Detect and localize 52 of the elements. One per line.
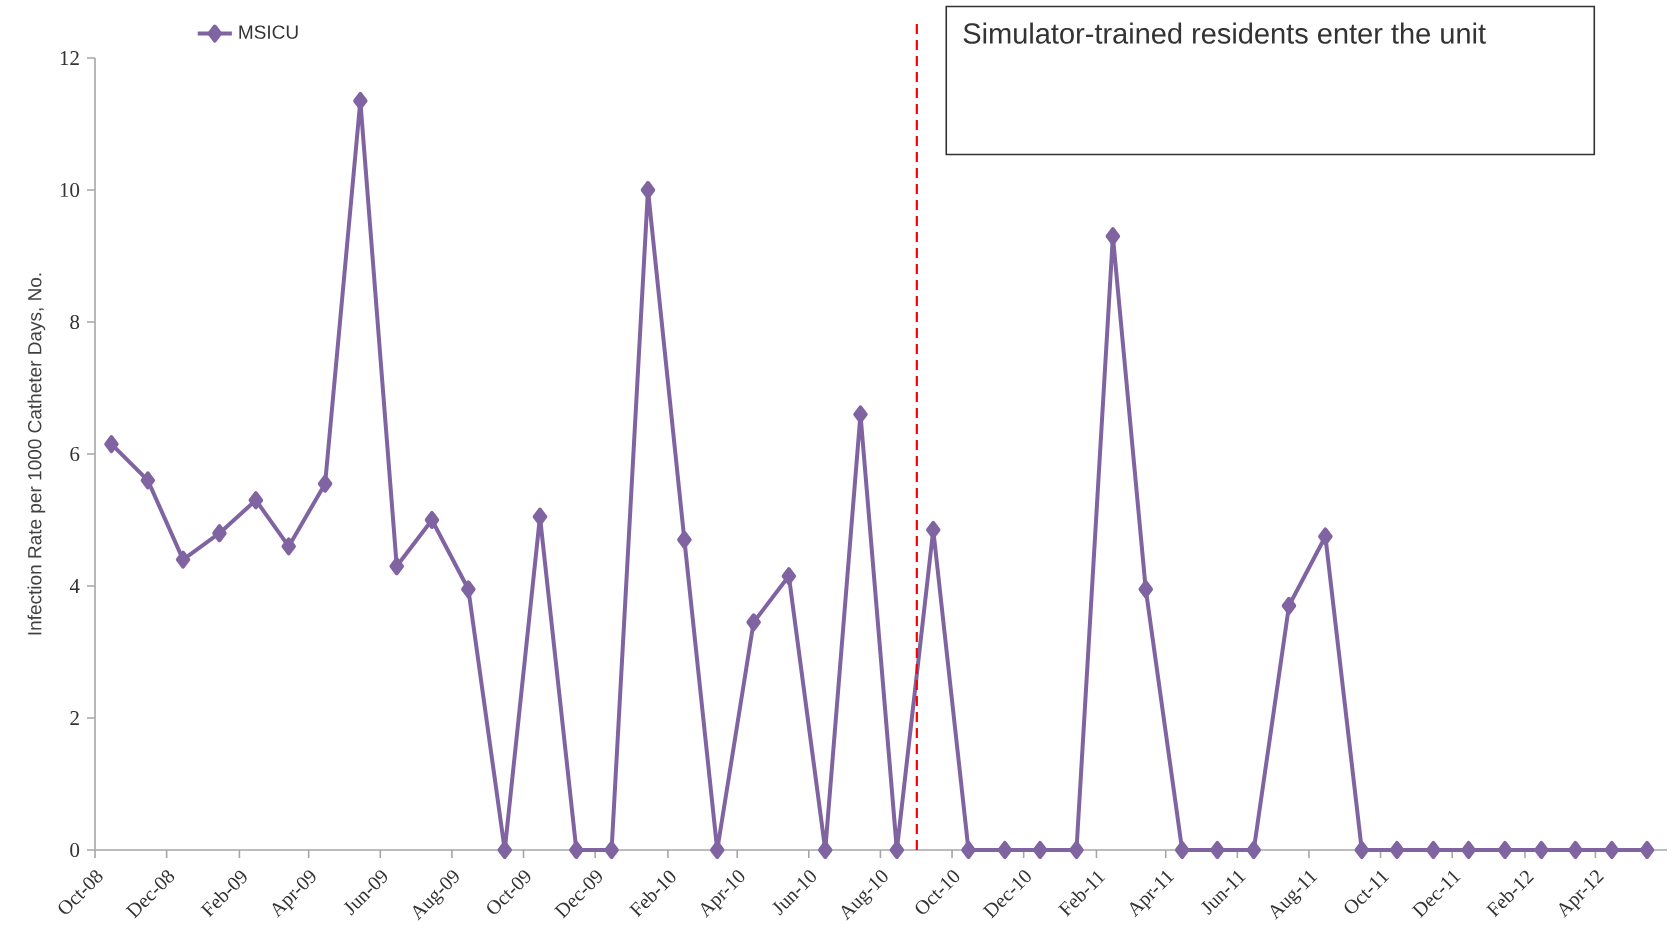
point [140,471,156,490]
point [1639,840,1655,859]
point [424,510,440,529]
point [1281,596,1297,615]
point [1568,840,1583,859]
point [317,474,333,493]
point [677,530,692,549]
point [1318,527,1333,546]
y-tick-label: 12 [60,51,79,65]
point [1534,840,1549,859]
y-tick-label: 10 [60,182,80,198]
point [175,550,191,569]
point [1497,840,1513,859]
point [1389,840,1405,859]
point [746,613,761,632]
point [212,524,227,543]
point [1069,840,1084,859]
ref-line-label: Simulator-trained residents enter the unit [963,22,1486,44]
point [353,91,368,110]
point [1246,840,1262,859]
point [532,507,548,526]
y-tick-label: 0 [70,842,80,858]
point [926,520,941,539]
point [389,557,404,576]
point [640,180,656,199]
point [997,840,1013,859]
point [604,840,619,859]
point [104,435,119,454]
point [889,840,905,859]
y-tick-label: 4 [69,579,80,593]
y-tick-label: 6 [70,446,80,462]
point [569,840,584,859]
point [461,580,476,599]
y-axis-title: Infection Rate per 1000 Catheter Days, No. [27,273,46,635]
point [781,567,797,586]
point [961,840,976,859]
point [1138,580,1153,599]
point [1354,840,1370,859]
point [1426,840,1441,859]
point [853,405,868,424]
point [818,840,833,859]
y-tick-label: 2 [70,711,79,725]
point [1174,840,1190,859]
point [1461,840,1476,859]
point [248,491,264,510]
point [1032,840,1048,859]
legend-label: MSICU [239,25,298,39]
point [1210,840,1225,859]
point [1604,840,1620,859]
point [1105,227,1121,246]
y-tick-label: 8 [70,314,80,330]
point [281,537,296,556]
